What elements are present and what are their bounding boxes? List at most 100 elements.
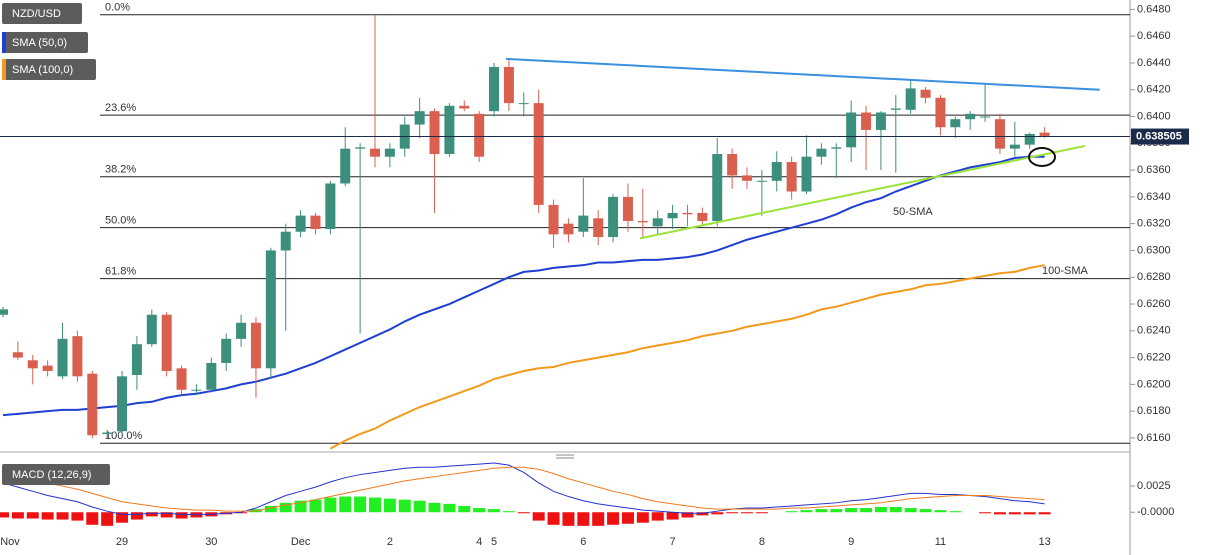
candle-body: [667, 212, 678, 219]
candle-body: [42, 365, 53, 371]
y-tick-label: 0.6420: [1137, 84, 1171, 96]
trend-line: [505, 57, 1100, 91]
candle-body: [221, 338, 232, 363]
histogram-bar: [860, 508, 873, 513]
histogram-bar: [473, 508, 486, 513]
candle-body: [340, 148, 351, 184]
candle-body: [935, 97, 946, 128]
histogram-bar: [101, 512, 114, 526]
macd-line: [2, 462, 1045, 515]
candle-body: [905, 88, 916, 110]
candle-body: [548, 204, 559, 235]
histogram-bar: [145, 512, 158, 517]
candle-body: [474, 113, 485, 157]
sma-line: [2, 155, 1045, 417]
histogram-bar: [86, 512, 99, 525]
y-tick-label: 0.6440: [1137, 57, 1171, 69]
candle-body: [280, 231, 291, 251]
x-tick-label: 4: [476, 536, 482, 548]
candle-body: [12, 352, 23, 358]
candle-body: [697, 212, 708, 221]
candle-body: [682, 212, 693, 215]
candle-body: [518, 103, 529, 105]
highlight-circle: [1028, 147, 1056, 167]
histogram-bar: [681, 512, 694, 518]
y-tick-label: 0.6340: [1137, 191, 1171, 203]
x-tick-label: 2: [387, 536, 393, 548]
histogram-bar: [264, 505, 277, 513]
histogram-bar: [830, 509, 843, 513]
x-tick-label: 30: [205, 536, 217, 548]
price-plot: 0.0% 23.6% 38.2% 50.0% 61.8% 100.0% 50-SMA 100-…: [0, 2, 1130, 450]
candle-body: [0, 309, 8, 315]
candle-body: [72, 336, 83, 377]
candle-body: [1009, 144, 1020, 149]
histogram-bar: [592, 512, 605, 526]
histogram-bar: [190, 512, 203, 518]
histogram-bar: [235, 512, 248, 514]
last-price-label: 0.638505: [1136, 130, 1182, 142]
candle-body: [206, 362, 217, 390]
candle-body: [980, 116, 991, 118]
y-tick-label: 0.6220: [1137, 351, 1171, 363]
candle-body: [1039, 132, 1050, 136]
candle-body: [1024, 133, 1035, 145]
candle-body: [87, 373, 98, 436]
candle-body: [370, 148, 380, 157]
histogram-bar: [666, 512, 679, 520]
candle-body: [712, 154, 723, 221]
histogram-bar: [547, 512, 560, 525]
x-tick-label: 9: [848, 536, 854, 548]
histogram-bar: [621, 512, 634, 524]
histogram-bar: [562, 512, 575, 526]
legend-box: [2, 59, 96, 80]
candle-body: [846, 112, 857, 148]
fib-label: 38.2%: [105, 164, 136, 176]
histogram-bar: [116, 512, 129, 523]
legend-label: SMA (50,0): [12, 37, 67, 49]
y-tick-label: 0.6360: [1137, 164, 1171, 176]
candle-body: [608, 196, 619, 238]
histogram-bar: [413, 500, 426, 513]
y-tick-label: 0.6300: [1137, 244, 1171, 256]
histogram-bar: [651, 512, 664, 521]
histogram-bar: [800, 510, 813, 513]
candle-body: [355, 147, 366, 149]
histogram-bar: [443, 503, 456, 513]
legend-box: [2, 464, 110, 485]
candle-body: [801, 156, 812, 192]
candle-body: [57, 338, 68, 377]
candle-body: [994, 119, 1005, 149]
candle-body: [503, 66, 514, 104]
histogram-bar: [488, 509, 501, 513]
x-tick-label: 6: [580, 536, 586, 548]
axes: 0.6160 0.6180 0.6200 0.6220 0.6240 0.6260 0.62…: [0, 3, 1189, 548]
y-tick-label: 0.6280: [1137, 271, 1171, 283]
candle-body: [250, 322, 261, 369]
candle-body: [742, 175, 752, 181]
histogram-bar: [339, 496, 352, 513]
histogram-bar: [249, 509, 262, 513]
histogram-bar: [1008, 512, 1021, 515]
x-tick-label: 5: [491, 536, 497, 548]
y-tick-label: 0.6200: [1137, 378, 1171, 390]
histogram-bar: [874, 507, 887, 513]
y-tick-label: 0.6180: [1137, 405, 1171, 417]
candle-body: [965, 113, 976, 120]
x-tick-label: Dec: [291, 536, 311, 548]
histogram-bar: [1023, 512, 1036, 515]
histogram-bar: [398, 499, 411, 513]
fib-label: 0.0%: [105, 2, 130, 14]
y-tick-label: 0.6260: [1137, 298, 1171, 310]
histogram-bar: [56, 512, 69, 520]
y-tick-label: -0.0000: [1137, 506, 1174, 518]
fib-label: 23.6%: [105, 102, 136, 114]
y-tick-label: 0.6460: [1137, 30, 1171, 42]
y-tick-label: 0.6400: [1137, 110, 1171, 122]
legend-swatch: [2, 32, 6, 53]
histogram-bar: [845, 508, 858, 513]
histogram-bar: [532, 512, 545, 521]
candle-body: [622, 196, 633, 221]
histogram-bar: [71, 512, 84, 521]
histogram-bar: [383, 498, 396, 513]
